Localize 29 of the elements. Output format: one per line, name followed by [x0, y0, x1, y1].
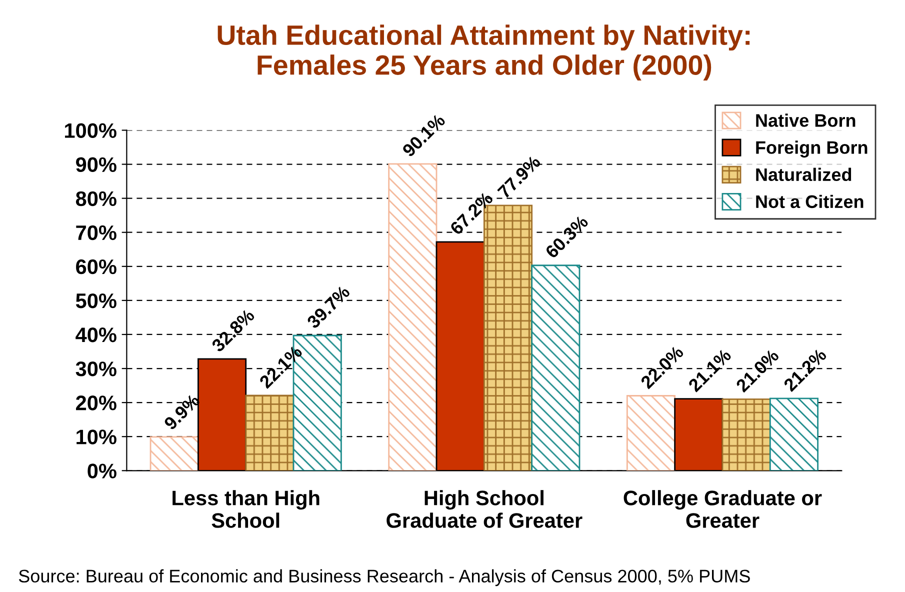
- legend-label: Naturalized: [756, 168, 852, 182]
- source-note: Source: Bureau of Economic and Business Research - Analysis of Census 2000, 5% PUMS: [18, 569, 750, 586]
- y-tick-label: 70%: [76, 225, 116, 240]
- y-tick-label: 90%: [76, 157, 116, 172]
- x-tick-label: College Graduate or Greater: [624, 490, 822, 528]
- y-tick-label: 40%: [76, 327, 116, 342]
- chart-title: Utah Educational Attainment by Nativity: Females 25 Years and Older (2000): [218, 24, 750, 80]
- bar: [245, 394, 294, 471]
- bar: [388, 163, 438, 471]
- y-tick-label: 20%: [76, 396, 116, 410]
- legend-label: Not a Citizen: [756, 194, 864, 208]
- y-tick-label: 0%: [88, 464, 116, 478]
- legend-label: Native Born: [756, 114, 856, 127]
- y-tick-label: 10%: [76, 430, 116, 444]
- y-tick-label: 50%: [76, 293, 116, 308]
- bar: [769, 398, 819, 471]
- y-tick-label: 60%: [76, 259, 116, 274]
- bar: [150, 436, 199, 471]
- bar: [626, 395, 676, 471]
- y-tick-label: 30%: [76, 362, 116, 376]
- bar: [436, 241, 485, 471]
- x-tick-label: High School Graduate of Greater: [386, 490, 582, 528]
- bar: [722, 398, 771, 471]
- y-tick-label: 80%: [76, 191, 116, 206]
- bar: [531, 264, 580, 471]
- x-tick-label: Less than High School: [172, 490, 320, 528]
- bar: [674, 398, 724, 471]
- legend-label: Foreign Born: [756, 140, 868, 158]
- y-tick-label: 100%: [65, 123, 116, 138]
